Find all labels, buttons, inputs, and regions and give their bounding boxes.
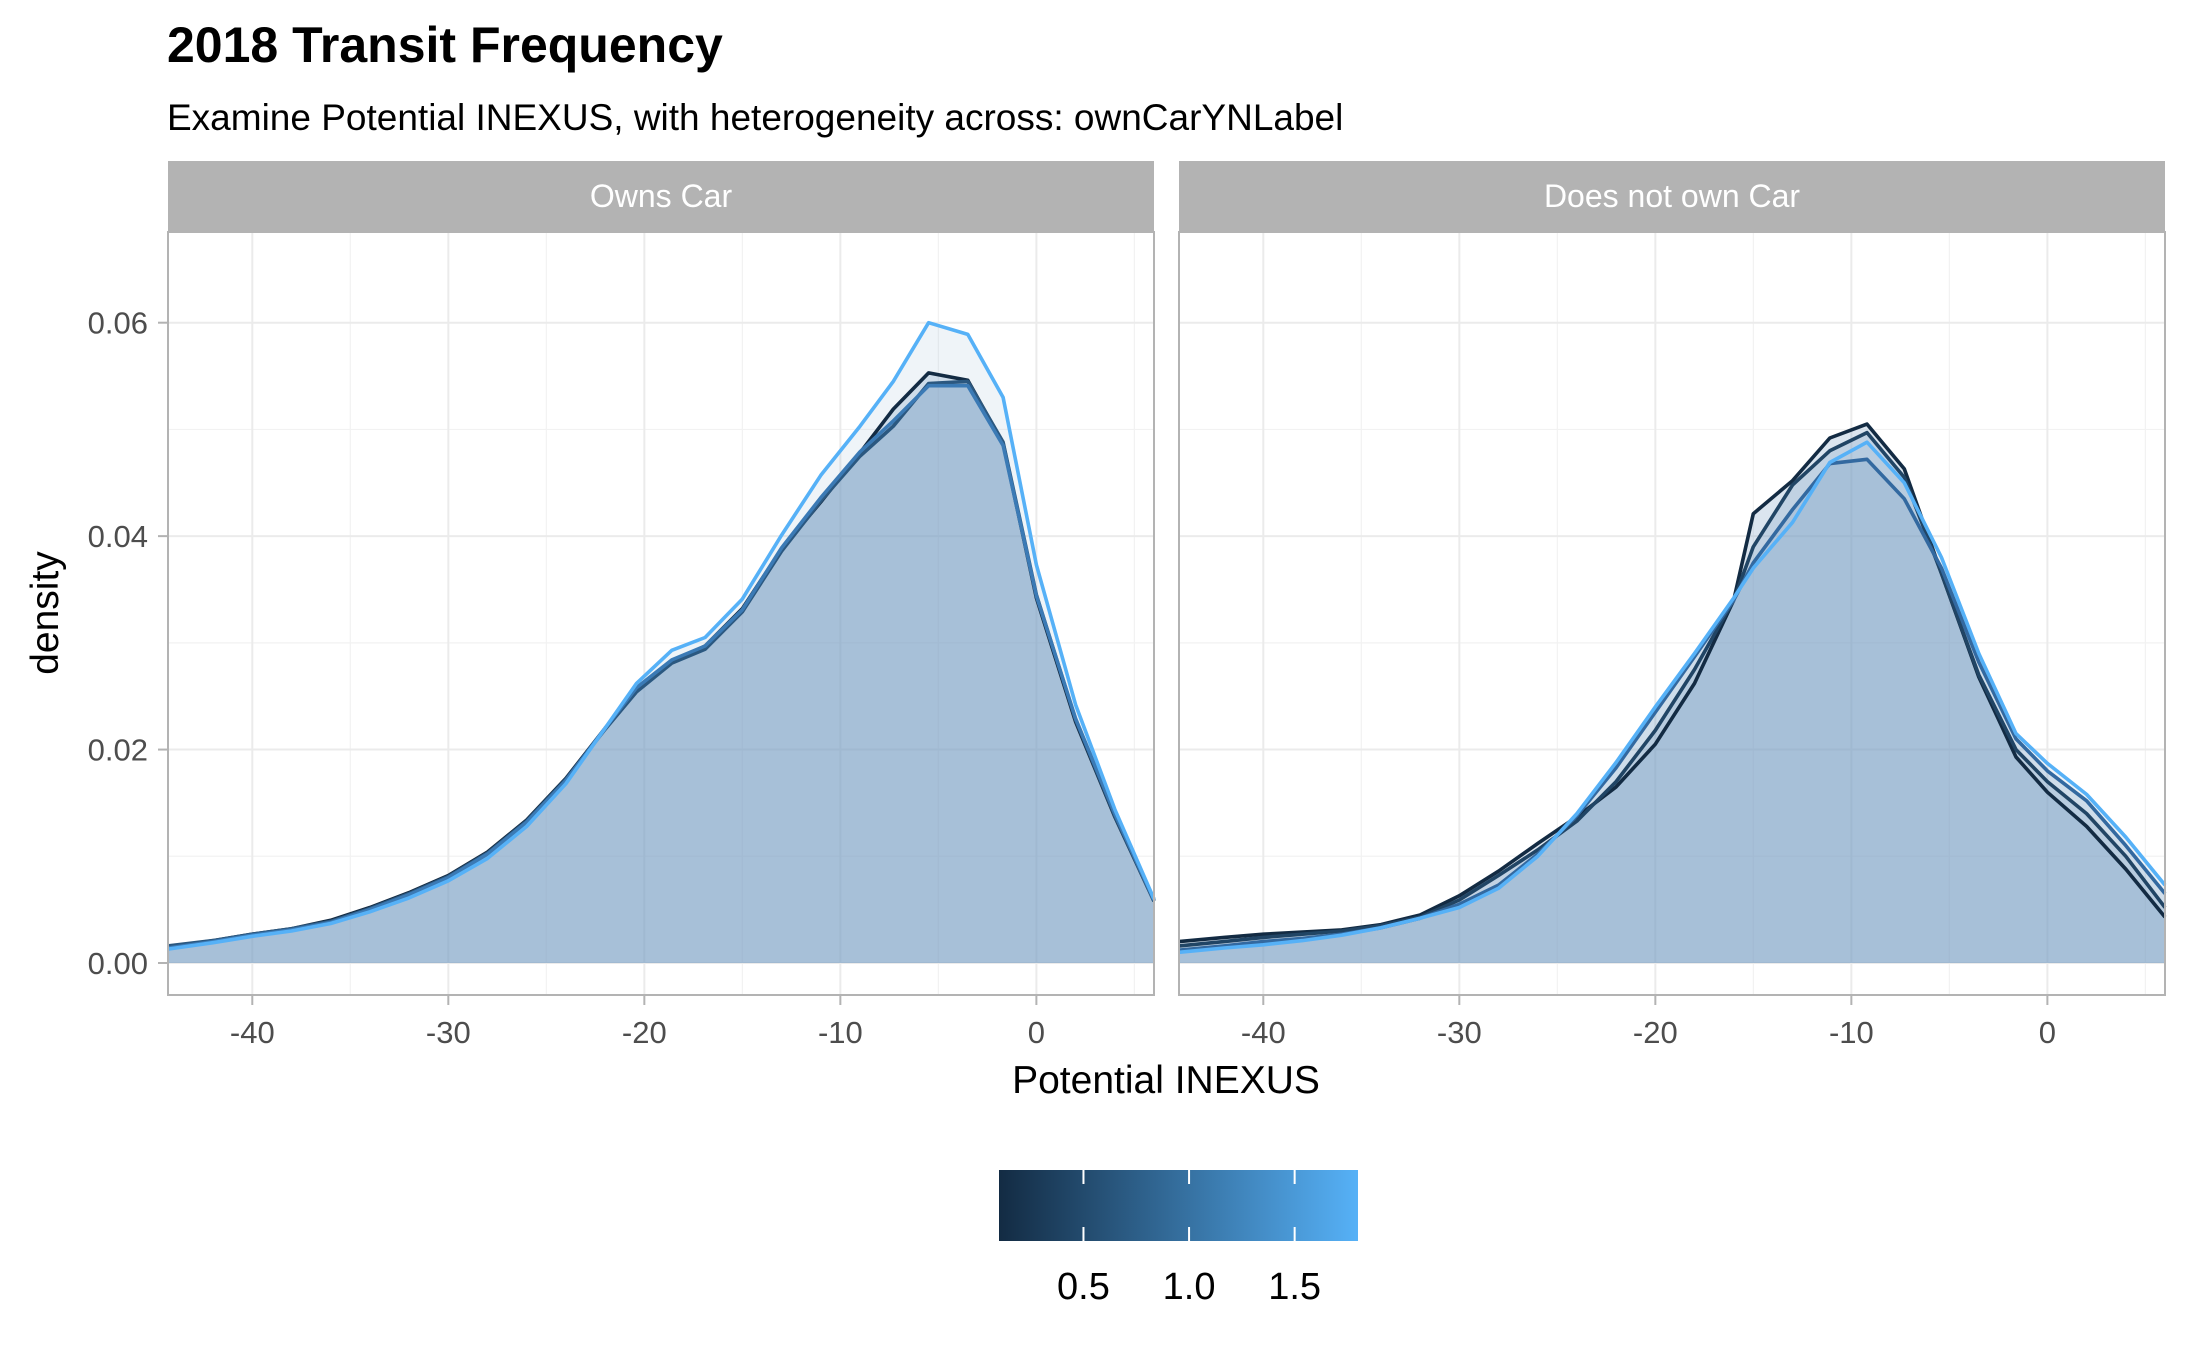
x-axis-title: Potential INEXUS — [1012, 1059, 1320, 1102]
panel-strip — [168, 161, 1154, 232]
x-tick-label: -10 — [818, 1015, 863, 1050]
y-tick-label: 0.06 — [88, 306, 148, 341]
panel-strip-label: Does not own Car — [1544, 178, 1800, 214]
x-axis: -40 -30 -20 -10 0 — [230, 995, 1045, 1050]
panel-owns-car: Owns Car -40 -30 -20 -10 0 — [167, 161, 1156, 1050]
color-legend: 0.5 1.0 1.5 — [999, 1170, 1358, 1308]
x-tick-label: -30 — [1437, 1015, 1482, 1050]
legend-colorbar — [999, 1170, 1358, 1241]
panel-strip — [1179, 161, 2165, 232]
grid-lines — [1179, 232, 2165, 995]
panel-strip-label: Owns Car — [590, 178, 733, 214]
plot-panel — [1179, 232, 2165, 995]
panel-border — [167, 231, 1155, 996]
density-series — [1178, 422, 2167, 964]
x-tick-label: 0 — [1028, 1015, 1045, 1050]
y-tick-label: 0.00 — [88, 946, 148, 981]
y-tick-label: 0.02 — [88, 733, 148, 768]
x-tick-label: 0 — [2039, 1015, 2056, 1050]
panel-does-not-own-car: Does not own Car -40 -30 -20 -10 0 — [1178, 161, 2167, 1050]
x-tick-label: -40 — [230, 1015, 275, 1050]
x-tick-label: -40 — [1241, 1015, 1286, 1050]
legend-tick-label: 1.5 — [1268, 1266, 1321, 1308]
density-line — [1178, 440, 2167, 955]
panel-border — [1178, 231, 2166, 996]
x-tick-label: -20 — [1633, 1015, 1678, 1050]
chart-title: 2018 Transit Frequency — [167, 17, 723, 73]
density-area — [168, 322, 1154, 963]
y-axis-title: density — [24, 551, 67, 675]
density-line — [1178, 430, 2167, 948]
x-tick-label: -30 — [426, 1015, 471, 1050]
x-tick-label: -20 — [622, 1015, 667, 1050]
legend-ticks: 0.5 1.0 1.5 — [1057, 1170, 1321, 1308]
density-area — [168, 385, 1154, 963]
density-area — [1179, 424, 2165, 964]
y-axis: 0.00 0.02 0.04 0.06 — [88, 306, 168, 981]
x-tick-label: -10 — [1829, 1015, 1874, 1050]
density-series — [167, 320, 1156, 963]
y-tick-label: 0.04 — [88, 519, 148, 554]
density-area — [168, 372, 1154, 963]
legend-tick-label: 1.0 — [1163, 1266, 1216, 1308]
density-area — [1179, 459, 2165, 963]
grid-lines — [168, 232, 1154, 995]
plot-panel — [168, 232, 1154, 995]
x-axis: -40 -30 -20 -10 0 — [1241, 995, 2056, 1050]
density-area — [1179, 432, 2165, 964]
legend-tick-label: 0.5 — [1057, 1266, 1110, 1308]
density-line — [167, 320, 1156, 951]
chart-subtitle: Examine Potential INEXUS, with heterogen… — [167, 97, 1343, 138]
